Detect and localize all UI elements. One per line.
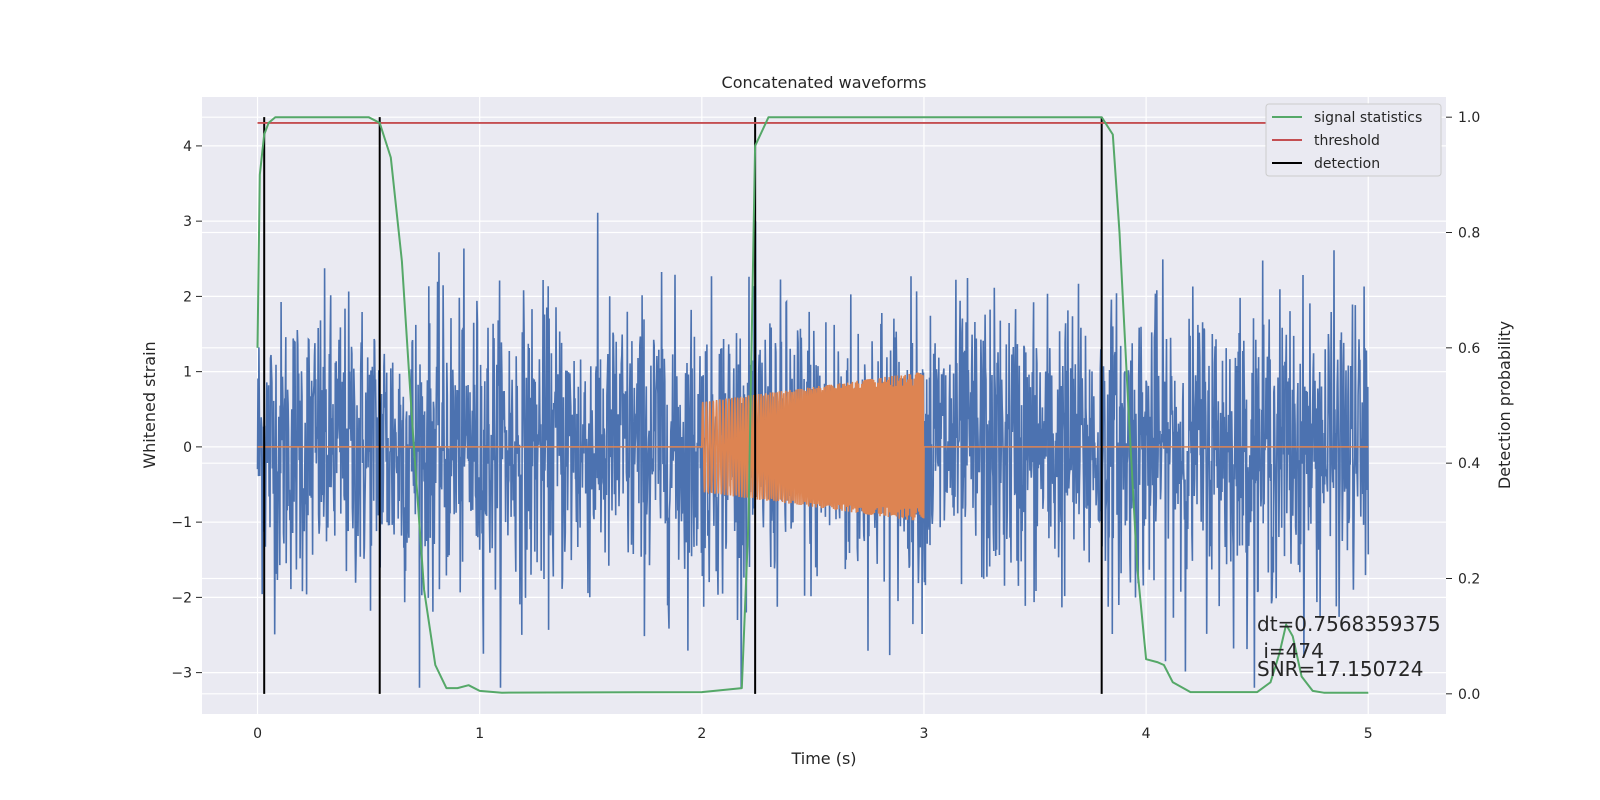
y-tick-label-left: −1	[171, 515, 192, 531]
y-axis-label-left: Whitened strain	[140, 341, 159, 468]
y-tick-label-left: 0	[183, 440, 192, 456]
y-tick-label-left: 1	[183, 365, 192, 381]
x-tick-label: 0	[253, 726, 262, 742]
legend: signal statistics threshold detection	[1265, 103, 1442, 177]
x-tick-label: 2	[697, 726, 706, 742]
y-tick-label-right: 1.0	[1458, 110, 1480, 126]
x-axis-label: Time (s)	[790, 749, 856, 768]
y-tick-label-left: 3	[183, 214, 192, 230]
legend-label-threshold: threshold	[1314, 133, 1380, 149]
series-layer	[256, 116, 1370, 694]
x-tick-label: 4	[1142, 726, 1151, 742]
annotation-snr: SNR=17.150724	[1257, 657, 1423, 681]
series-injected-signal	[257, 372, 1369, 521]
y-tick-label-right: 0.0	[1458, 687, 1480, 703]
y-tick-label-left: −3	[171, 666, 192, 682]
y-tick-label-right: 0.2	[1458, 571, 1480, 587]
x-tick-label: 1	[475, 726, 484, 742]
y-tick-label-right: 0.6	[1458, 341, 1480, 357]
ticks: 0 1 2 3 4 5 −3 −2 −1 0 1 2 3 4 0.0 0.2 0.4 0.6 0.8 1.0	[171, 110, 1480, 742]
legend-box	[1265, 103, 1442, 177]
x-tick-label: 5	[1364, 726, 1373, 742]
chart-title: Concatenated waveforms	[722, 73, 927, 92]
signal-statistics-line	[256, 116, 1369, 694]
annotation-dt: dt=0.7568359375	[1257, 612, 1441, 636]
legend-label-detection: detection	[1314, 156, 1380, 172]
y-tick-label-left: −2	[171, 590, 192, 606]
y-tick-label-right: 0.8	[1458, 226, 1480, 242]
annotation-index: i=474	[1257, 639, 1324, 663]
x-tick-label: 3	[920, 726, 929, 742]
y-tick-label-left: 2	[183, 289, 192, 305]
legend-label-signal-statistics: signal statistics	[1314, 110, 1422, 126]
y-tick-label-right: 0.4	[1458, 456, 1480, 472]
annotation-text: dt=0.7568359375 i=474 SNR=17.150724	[1257, 612, 1441, 681]
y-tick-label-left: 4	[183, 139, 192, 155]
y-axis-label-right: Detection probability	[1495, 321, 1514, 489]
